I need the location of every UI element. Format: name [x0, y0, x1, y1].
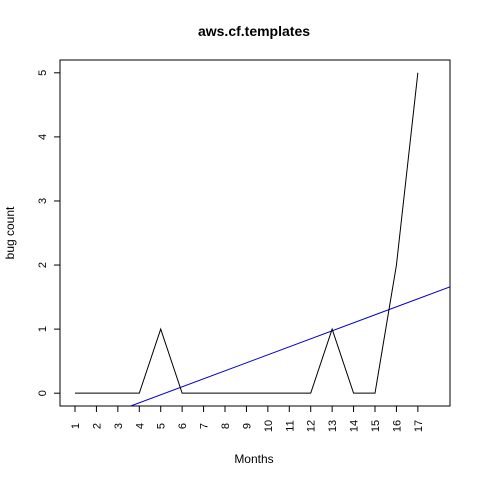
x-tick-label: 3: [113, 423, 125, 429]
trend-line: [130, 286, 450, 406]
plot-area: [75, 72, 450, 406]
y-tick-label: 0: [37, 390, 49, 396]
y-axis-label: bug count: [3, 206, 17, 259]
x-tick-label: 17: [413, 420, 425, 432]
x-tick-label: 7: [199, 423, 211, 429]
y-tick-label: 5: [37, 70, 49, 76]
x-tick-label: 1: [70, 423, 82, 429]
chart-title: aws.cf.templates: [198, 23, 310, 39]
x-axis: 1 2 3 4 5 6 7 8 9 10 11 12 13 14 15 16 17: [70, 406, 425, 432]
x-tick-label: 11: [284, 420, 296, 431]
y-tick-label: 4: [37, 134, 49, 140]
x-tick-label: 13: [327, 420, 339, 432]
x-tick-label: 5: [156, 423, 168, 429]
x-tick-label: 9: [241, 423, 253, 429]
x-tick-label: 2: [91, 423, 103, 429]
plot-frame: [59, 59, 451, 407]
y-axis: 0 1 2 3 4 5: [37, 70, 60, 396]
y-tick-label: 1: [37, 326, 49, 332]
x-axis-label: Months: [234, 452, 273, 466]
x-tick-label: 4: [134, 423, 146, 429]
x-tick-label: 15: [370, 420, 382, 432]
series-line: [75, 72, 419, 394]
x-tick-label: 14: [349, 420, 361, 432]
x-tick-label: 16: [391, 420, 403, 432]
x-tick-label: 8: [220, 423, 232, 429]
x-tick-label: 10: [263, 420, 275, 432]
y-tick-label: 2: [37, 262, 49, 268]
x-tick-label: 12: [306, 420, 318, 432]
y-tick-label: 3: [37, 198, 49, 204]
x-tick-label: 6: [177, 423, 189, 429]
